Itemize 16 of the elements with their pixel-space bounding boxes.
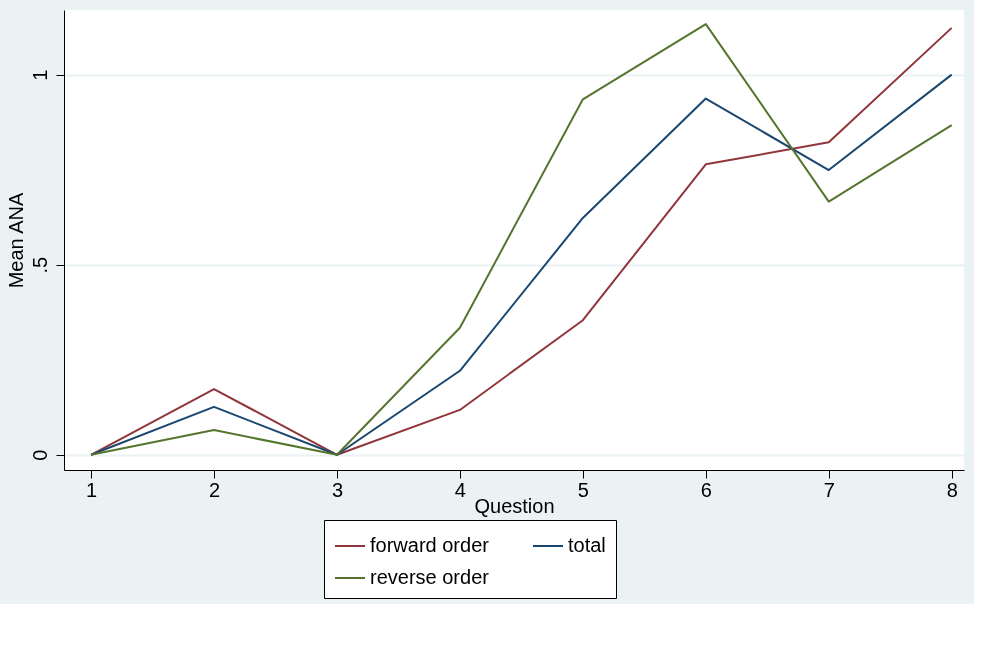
x-tick-label: 2 xyxy=(208,478,221,501)
x-axis-title: Question xyxy=(474,494,555,517)
y-axis-title: Mean ANA xyxy=(4,192,27,289)
x-tick-label: 6 xyxy=(700,478,712,501)
y-tick-label: .5 xyxy=(28,256,51,274)
x-tick-label: 1 xyxy=(85,478,98,501)
x-tick-label: 8 xyxy=(946,478,958,501)
legend-label: forward order xyxy=(370,534,490,556)
x-tick-label: 3 xyxy=(331,478,344,501)
y-tick-label: 0 xyxy=(28,449,51,461)
x-tick-label: 4 xyxy=(454,478,466,501)
legend-label: total xyxy=(568,534,606,556)
x-tick-label: 5 xyxy=(577,478,589,501)
y-tick-label: 1 xyxy=(28,69,51,81)
x-tick-label: 7 xyxy=(823,478,835,501)
legend-label: reverse order xyxy=(370,566,490,588)
